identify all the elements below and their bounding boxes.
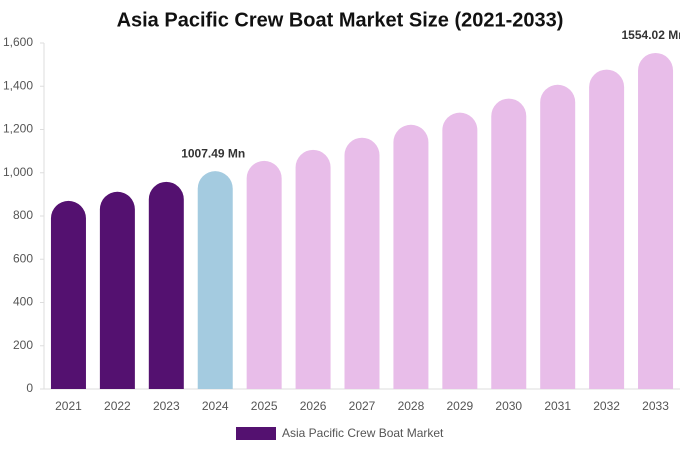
bar xyxy=(589,69,625,389)
x-tick-label: 2021 xyxy=(55,399,82,413)
bar xyxy=(491,98,527,390)
y-tick-label: 1,600 xyxy=(3,35,33,49)
y-tick-label: 0 xyxy=(26,381,33,395)
x-tick-label: 2022 xyxy=(104,399,131,413)
x-tick-label: 2033 xyxy=(642,399,669,413)
legend-swatch xyxy=(236,427,276,440)
y-tick-label: 800 xyxy=(13,208,33,222)
y-tick-label: 1,400 xyxy=(3,78,33,92)
y-tick-label: 1,000 xyxy=(3,165,33,179)
value-label: 1007.49 Mn xyxy=(181,146,245,160)
x-tick-label: 2027 xyxy=(349,399,376,413)
x-tick-label: 2024 xyxy=(202,399,229,413)
y-tick-label: 600 xyxy=(13,251,33,265)
x-tick-label: 2025 xyxy=(251,399,278,413)
x-tick-label: 2028 xyxy=(398,399,425,413)
x-tick-label: 2026 xyxy=(300,399,327,413)
bar xyxy=(50,200,86,389)
x-tick-label: 2032 xyxy=(593,399,620,413)
x-tick-label: 2031 xyxy=(544,399,571,413)
bar xyxy=(442,112,478,389)
bar xyxy=(99,191,135,389)
y-tick-label: 200 xyxy=(13,338,33,352)
bar xyxy=(148,181,184,389)
bar xyxy=(246,160,282,389)
x-tick-label: 2029 xyxy=(446,399,473,413)
x-tick-label: 2030 xyxy=(495,399,522,413)
bar xyxy=(393,124,429,389)
bar xyxy=(638,52,674,389)
bar xyxy=(295,149,331,389)
value-label: 1554.02 Mn xyxy=(622,28,680,42)
x-tick-label: 2023 xyxy=(153,399,180,413)
y-tick-label: 400 xyxy=(13,295,33,309)
chart-title: Asia Pacific Crew Boat Market Size (2021… xyxy=(117,9,564,31)
y-tick-label: 1,200 xyxy=(3,122,33,136)
bar xyxy=(197,171,233,389)
bar xyxy=(540,84,576,389)
bar xyxy=(344,137,380,389)
legend-label: Asia Pacific Crew Boat Market xyxy=(282,426,444,440)
